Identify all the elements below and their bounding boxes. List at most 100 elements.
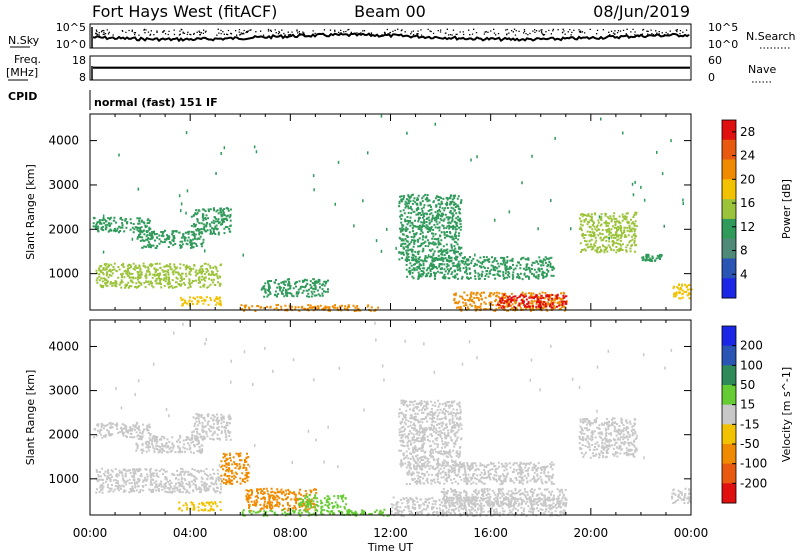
nsky-tick-bottom: 10^0 <box>56 38 86 51</box>
xtick-label: 04:00 <box>173 526 208 540</box>
ytick-label: 2000 <box>48 428 79 442</box>
echo-region-velocity-3 <box>95 467 223 494</box>
colorbar-swatch-power <box>722 218 736 240</box>
colorbar-tick-label: 28 <box>740 125 755 139</box>
y-axis-label-velocity: Slant Range [km] <box>24 370 37 466</box>
echo-region-velocity-10 <box>405 461 555 486</box>
panel-power-cells <box>92 114 693 312</box>
nsearch-tick-bottom: 10^0 <box>708 38 738 51</box>
colorbar-swatch-velocity <box>722 444 736 465</box>
colorbar-swatch-power <box>722 278 736 299</box>
colorbar-tick-label: 4 <box>740 267 748 281</box>
colorbar-tick-label: 12 <box>740 220 755 234</box>
echo-region-velocity-14 <box>671 487 692 504</box>
colorbar-label-power: Power [dB] <box>780 179 793 239</box>
ytick-label: 3000 <box>48 384 79 398</box>
colorbar-swatch-power <box>722 238 736 259</box>
colorbar-tick-label: 16 <box>740 196 755 210</box>
echo-region-velocity-2 <box>191 412 232 441</box>
colorbar-swatch-velocity <box>722 463 736 484</box>
date-label: 08/Jun/2019 <box>593 2 690 21</box>
x-axis-label: Time UT <box>367 541 413 554</box>
echo-region-velocity-12 <box>440 487 568 508</box>
nsearch-label: N.Search <box>746 30 796 43</box>
colorbar-swatch-velocity <box>722 326 736 347</box>
panel-velocity-cells <box>93 321 692 517</box>
echo-region-power-6 <box>260 278 329 298</box>
colorbar-swatch-power <box>722 179 736 200</box>
beam-label: Beam 00 <box>354 2 426 21</box>
echo-region-velocity-7 <box>298 494 348 510</box>
colorbar-swatch-velocity <box>722 365 736 386</box>
colorbar-tick-label: -200 <box>740 476 767 490</box>
xtick-label: 16:00 <box>473 526 508 540</box>
colorbar-swatch-power <box>722 258 736 279</box>
ytick-label: 3000 <box>48 178 79 192</box>
nsky-trace <box>92 32 690 43</box>
freq-tick-top: 18 <box>72 54 86 67</box>
ytick-label: 4000 <box>48 134 79 148</box>
colorbar-frame-power <box>721 119 737 299</box>
echo-region-power-13 <box>672 283 693 300</box>
echo-region-velocity-11 <box>390 496 568 517</box>
colorbar-frame-velocity <box>721 325 737 504</box>
y-axis-label-power: Slant Range [km] <box>24 164 37 260</box>
ytick-label: 1000 <box>48 267 79 281</box>
plot-title: Fort Hays West (fitACF) <box>92 2 277 21</box>
xtick-label: 00:00 <box>674 526 709 540</box>
echo-region-power-0 <box>92 216 152 234</box>
freq-label: Freq. <box>14 53 41 66</box>
panel-power-bg <box>90 114 691 310</box>
echo-region-power-12 <box>641 253 663 262</box>
colorbar-swatch-power <box>722 139 736 161</box>
echo-region-power-1 <box>136 229 205 249</box>
colorbar-tick-label: 100 <box>740 358 763 372</box>
echo-region-power-11 <box>578 211 638 254</box>
colorbar-swatch-power <box>722 159 736 180</box>
freq-tick-bottom: 8 <box>79 71 86 84</box>
freq-strip-frame <box>89 55 692 81</box>
nave-tick-bottom: 0 <box>708 71 715 84</box>
freq-unit-label: [MHz] <box>6 66 38 79</box>
colorbar-swatch-velocity <box>722 385 736 406</box>
nsearch-trace <box>95 28 690 36</box>
nsearch-tick-top: 10^5 <box>708 21 738 34</box>
colorbar-swatch-power <box>722 199 736 220</box>
nsky-strip-frame <box>89 23 692 49</box>
colorbar-tick-label: 24 <box>740 149 755 163</box>
cpid-text: normal (fast) 151 IF <box>94 96 218 109</box>
colorbar-swatch-velocity <box>722 483 736 504</box>
colorbar-swatch-velocity <box>722 424 736 445</box>
echo-region-velocity-13 <box>578 417 638 459</box>
echo-region-power-10 <box>497 293 568 309</box>
colorbar-tick-label: 50 <box>740 378 755 392</box>
echo-region-velocity-1 <box>135 434 204 454</box>
nsky-tick-top: 10^5 <box>56 21 86 34</box>
echo-region-velocity-9 <box>398 399 463 468</box>
colorbar-tick-label: 8 <box>740 244 748 258</box>
echo-region-power-3 <box>95 262 223 289</box>
xtick-label: 12:00 <box>373 526 408 540</box>
echo-region-power-7 <box>398 193 463 263</box>
echo-region-power-2 <box>190 207 232 236</box>
echo-region-velocity-0 <box>93 421 152 439</box>
ytick-label: 1000 <box>48 472 79 486</box>
colorbar-swatch-power <box>722 120 736 141</box>
nsky-label: N.Sky <box>8 34 40 47</box>
ytick-label: 2000 <box>48 222 79 236</box>
colorbar-tick-label: -50 <box>740 437 760 451</box>
colorbar-tick-label: 200 <box>740 339 763 353</box>
colorbar-tick-label: -15 <box>740 417 760 431</box>
nave-tick-top: 60 <box>708 54 722 67</box>
echo-region-velocity-4 <box>220 452 250 485</box>
colorbar-swatch-velocity <box>722 404 736 425</box>
echo-region-power-8 <box>405 255 556 281</box>
echo-region-power-9 <box>453 291 568 312</box>
ytick-label: 4000 <box>48 339 79 353</box>
colorbar-tick-label: -100 <box>740 457 767 471</box>
colorbar-tick-label: 15 <box>740 398 755 412</box>
colorbar-label-velocity: Velocity [m s^-1] <box>780 367 793 462</box>
xtick-label: 20:00 <box>574 526 609 540</box>
colorbar-tick-label: 20 <box>740 172 755 186</box>
